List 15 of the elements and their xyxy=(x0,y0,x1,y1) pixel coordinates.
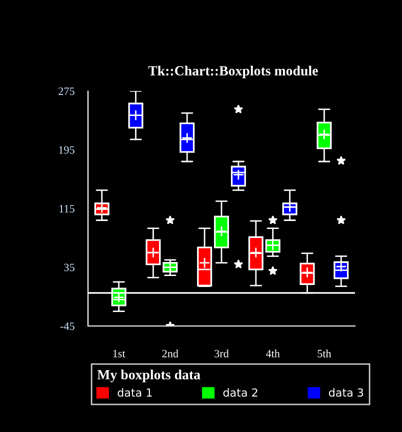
x-tick-label: 4th xyxy=(266,350,280,358)
x-tick-label: 1st xyxy=(113,350,126,358)
legend-label: data 2 xyxy=(223,388,258,397)
x-tick-label: 2nd xyxy=(162,350,178,358)
y-tick-label: 115 xyxy=(60,205,74,212)
legend-label: data 3 xyxy=(328,388,364,397)
chart-title: Tk::Chart::Boxplots module xyxy=(148,66,318,78)
x-tick-label: 3rd xyxy=(214,350,229,358)
legend-label: data 1 xyxy=(118,388,152,397)
y-tick-label: 275 xyxy=(58,87,74,95)
legend-title: My boxplots data xyxy=(97,370,200,382)
y-tick-label: 195 xyxy=(59,146,74,154)
y-tick-label: 35 xyxy=(64,264,74,272)
y-tick-label: -45 xyxy=(60,322,74,330)
x-tick-label: 5th xyxy=(318,350,332,358)
